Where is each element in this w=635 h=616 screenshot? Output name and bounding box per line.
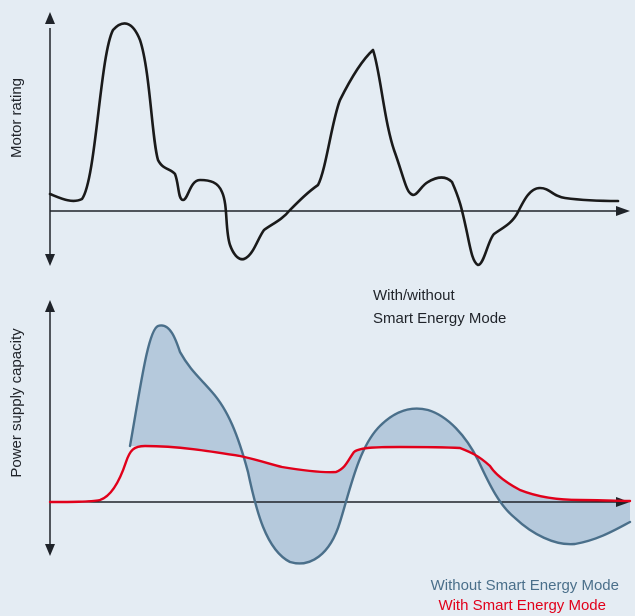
with-smart-energy-curve	[48, 444, 632, 504]
middle-caption-line2: Smart Energy Mode	[373, 310, 506, 327]
bottom-chart-ylabel: Power supply capacity	[8, 328, 25, 478]
motor-rating-curve	[48, 22, 620, 267]
top-chart-x-arrow	[616, 206, 630, 216]
middle-caption-line1: With/without	[373, 287, 456, 304]
legend-without-label: Without Smart Energy Mode	[431, 577, 619, 594]
bottom-chart: Power supply capacity	[8, 300, 632, 565]
without-smart-energy-curve	[128, 324, 632, 565]
bottom-chart-y-arrow-up	[45, 300, 55, 312]
top-chart-y-arrow-down	[45, 254, 55, 266]
top-chart: Motor rating	[8, 12, 630, 267]
middle-caption: With/without Smart Energy Mode	[373, 287, 506, 327]
legend: Without Smart Energy Mode With Smart Ene…	[431, 577, 619, 614]
top-chart-ylabel: Motor rating	[8, 78, 25, 158]
legend-with-label: With Smart Energy Mode	[438, 597, 606, 614]
difference-fill	[130, 325, 630, 564]
top-chart-y-arrow-up	[45, 12, 55, 24]
bottom-chart-y-arrow-down	[45, 544, 55, 556]
